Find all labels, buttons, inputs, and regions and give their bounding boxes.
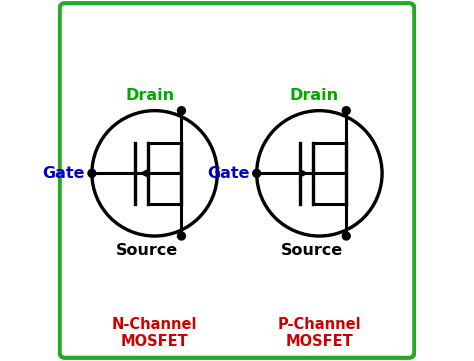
Text: Source: Source [116, 243, 178, 258]
Text: Gate: Gate [42, 166, 85, 181]
Circle shape [178, 232, 185, 240]
Text: Source: Source [281, 243, 343, 258]
Circle shape [88, 169, 96, 177]
Text: N-Channel
MOSFET: N-Channel MOSFET [112, 317, 197, 349]
FancyBboxPatch shape [60, 3, 414, 358]
Circle shape [178, 107, 185, 114]
Circle shape [253, 169, 261, 177]
Text: Drain: Drain [290, 88, 339, 104]
Circle shape [342, 232, 350, 240]
Circle shape [342, 107, 350, 114]
Text: P-Channel
MOSFET: P-Channel MOSFET [278, 317, 361, 349]
Text: Drain: Drain [125, 88, 174, 104]
Text: Gate: Gate [207, 166, 249, 181]
